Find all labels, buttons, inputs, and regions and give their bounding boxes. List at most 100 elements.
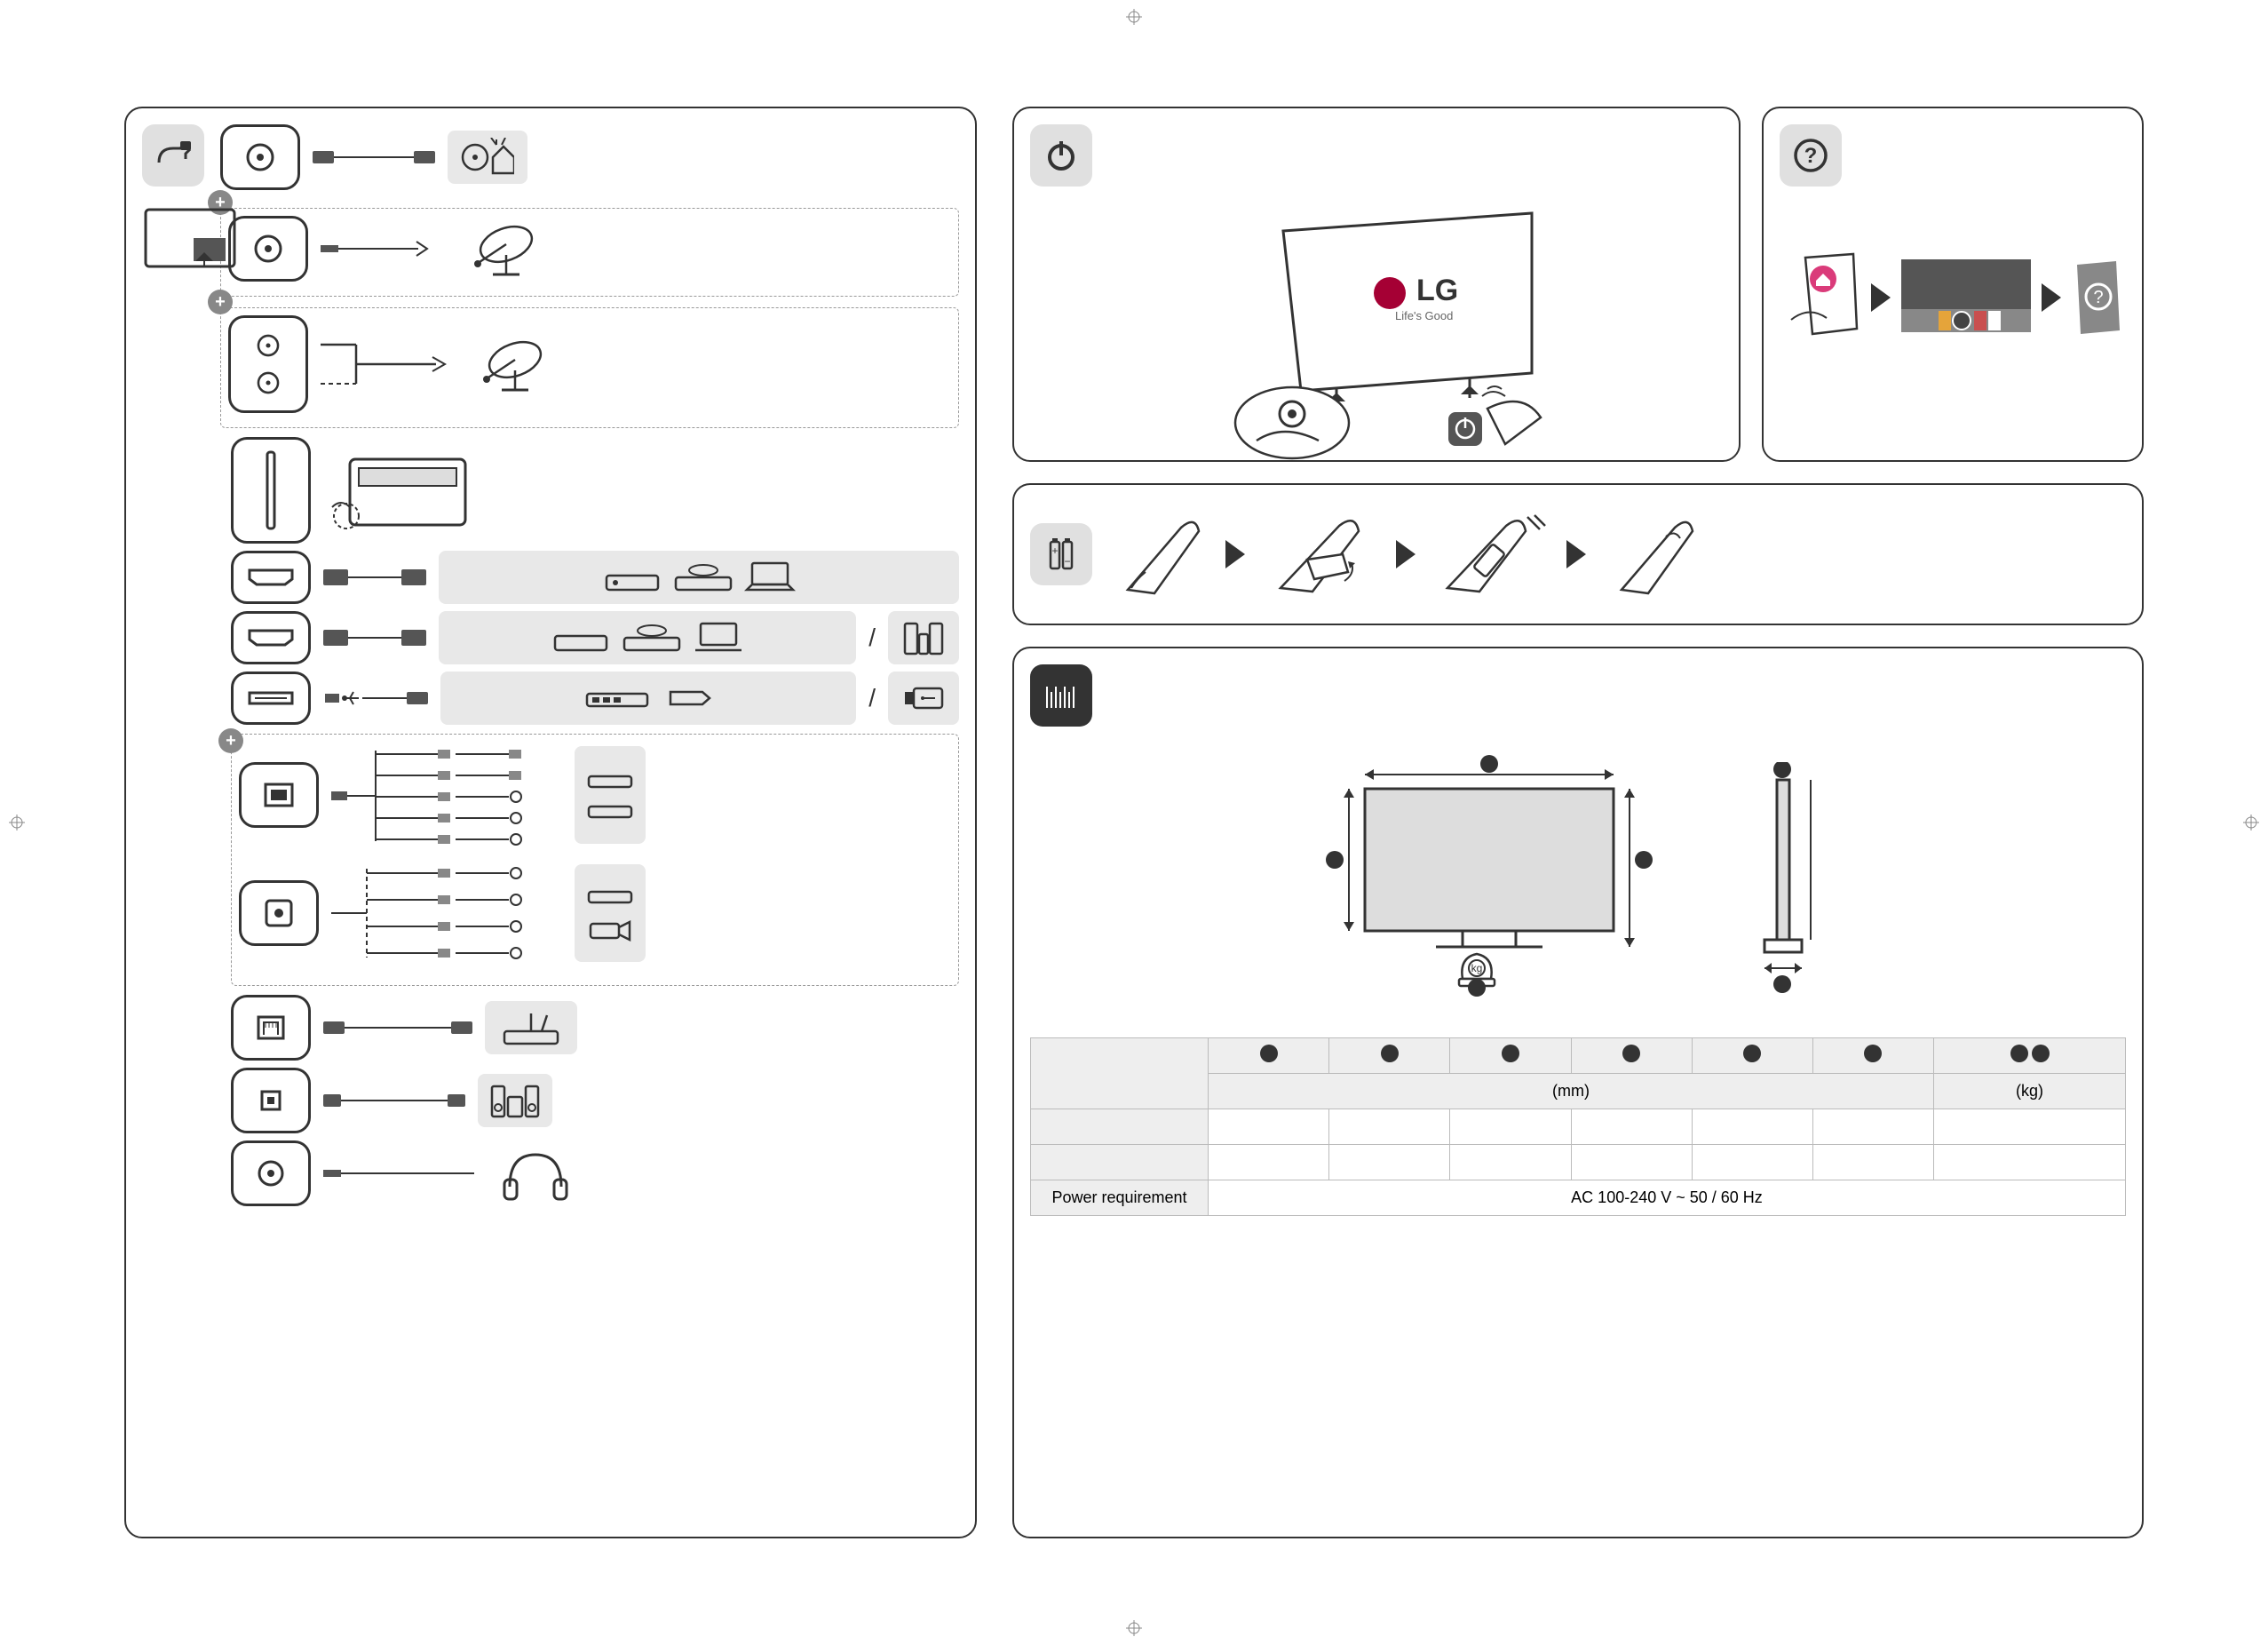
optical-row [231, 1068, 959, 1133]
satellite-dish-icon [457, 218, 546, 280]
speakers-icon [478, 1074, 552, 1127]
arrow-icon [2042, 283, 2061, 312]
connections-panel: + + [124, 107, 977, 1538]
page: + + [124, 107, 2144, 1538]
dim-dot [1743, 1045, 1761, 1062]
svg-text:?: ? [2093, 288, 2103, 307]
left-column: + + [124, 107, 977, 1538]
optical-port [231, 1068, 311, 1133]
optical-cable [323, 1094, 465, 1107]
unit-mm: (mm) [1209, 1074, 1934, 1109]
settop-icon [601, 560, 663, 595]
registration-mark-bottom [1126, 1620, 1142, 1636]
registration-mark-left [9, 815, 25, 830]
svg-text:+: + [1051, 544, 1058, 557]
battery-icon: +− [1030, 523, 1092, 585]
lan-row [231, 995, 959, 1061]
antenna-house-icon [448, 131, 527, 184]
satellite-dish-icon [466, 333, 555, 395]
dim-dot [1864, 1045, 1882, 1062]
av-group [231, 734, 959, 986]
scart-port [239, 762, 319, 828]
speakers-icon [888, 611, 959, 664]
hdmi-cable [323, 630, 426, 646]
right-column: LG Life's Good [1012, 107, 2144, 1538]
plus-icon: + [218, 728, 243, 753]
settop-icon [550, 620, 612, 656]
dimension-diagram: kg [1030, 753, 2126, 1002]
hdmi-devices [439, 551, 959, 604]
specs-panel: kg [1012, 647, 2144, 1538]
tv-side-dims [1729, 762, 1853, 993]
usb-row: / [231, 672, 959, 725]
dvd-icon [672, 560, 734, 595]
divider: / [868, 624, 876, 652]
ci-row [231, 437, 959, 544]
help-tile-icon: ? [2070, 258, 2123, 338]
power-icon [1030, 124, 1092, 187]
dual-sat-cable [321, 320, 454, 409]
ruler-icon [1030, 664, 1092, 727]
arrow-icon [1396, 540, 1416, 568]
dim-dot [1381, 1045, 1399, 1062]
dim-dot [1622, 1045, 1640, 1062]
registration-mark-right [2243, 815, 2259, 830]
hdmi-port [231, 611, 311, 664]
usb-stick-icon [662, 685, 715, 711]
settop-icon [585, 799, 635, 821]
brand-tagline: Life's Good [1395, 309, 1453, 322]
aux-cable [323, 1160, 483, 1187]
divider: / [868, 684, 876, 712]
tv-menu-icon [1899, 258, 2033, 338]
sat-cable [321, 238, 445, 259]
usb-devices [440, 672, 856, 725]
hdmi-row-1 [231, 551, 959, 604]
dvd-icon [621, 620, 683, 656]
help-panel: ? [1762, 107, 2144, 462]
laptop-icon [743, 560, 797, 595]
coax-port [220, 124, 300, 190]
question-icon: ? [1780, 124, 1842, 187]
tv-front-dims: kg [1303, 753, 1676, 1002]
power-illustration: LG Life's Good [1030, 195, 1723, 462]
power-on-panel: LG Life's Good [1012, 107, 1741, 462]
plus-icon: + [208, 290, 233, 314]
lan-port [231, 995, 311, 1061]
dim-dot [1260, 1045, 1278, 1062]
power-cable-icon [142, 124, 204, 187]
remote-step-2 [1263, 510, 1378, 599]
power-row: Power requirement AC 100-240 V ~ 50 / 60… [1031, 1180, 2126, 1216]
ci-card-icon [323, 441, 483, 539]
arrow-icon [1871, 283, 1891, 312]
weight-dot [2032, 1045, 2050, 1062]
arrow-icon [1225, 540, 1245, 568]
registration-mark-top [1126, 9, 1142, 25]
hdmi-row-2: / [231, 611, 959, 664]
help-steps: ? [1780, 249, 2126, 346]
table-row [1031, 1109, 2126, 1145]
dual-sat-group [220, 307, 959, 428]
camcorder-icon [585, 915, 635, 942]
router-icon [485, 1001, 577, 1054]
scart-devices [575, 746, 646, 844]
svg-text:−: − [1064, 555, 1070, 568]
satellite-group [220, 208, 959, 297]
tv-rear-icon [142, 206, 240, 282]
dual-coax-port [228, 315, 308, 413]
table-row [1031, 1145, 2126, 1180]
hdmi-devices [439, 611, 856, 664]
hdmi-port [231, 551, 311, 604]
brand-name: LG [1416, 274, 1458, 307]
laptop-icon [692, 620, 745, 656]
power-label: Power requirement [1031, 1180, 1209, 1216]
ci-slot-port [231, 437, 311, 544]
remote-home-icon [1782, 249, 1862, 346]
hdmi-cable [323, 569, 426, 585]
rca-cable [331, 855, 562, 971]
remote-step-4 [1604, 510, 1701, 599]
weight-dot [2010, 1045, 2028, 1062]
antenna-row [220, 124, 959, 190]
ethernet-cable [323, 1021, 472, 1034]
scart-cable [331, 742, 562, 848]
unit-kg: (kg) [1934, 1074, 2126, 1109]
